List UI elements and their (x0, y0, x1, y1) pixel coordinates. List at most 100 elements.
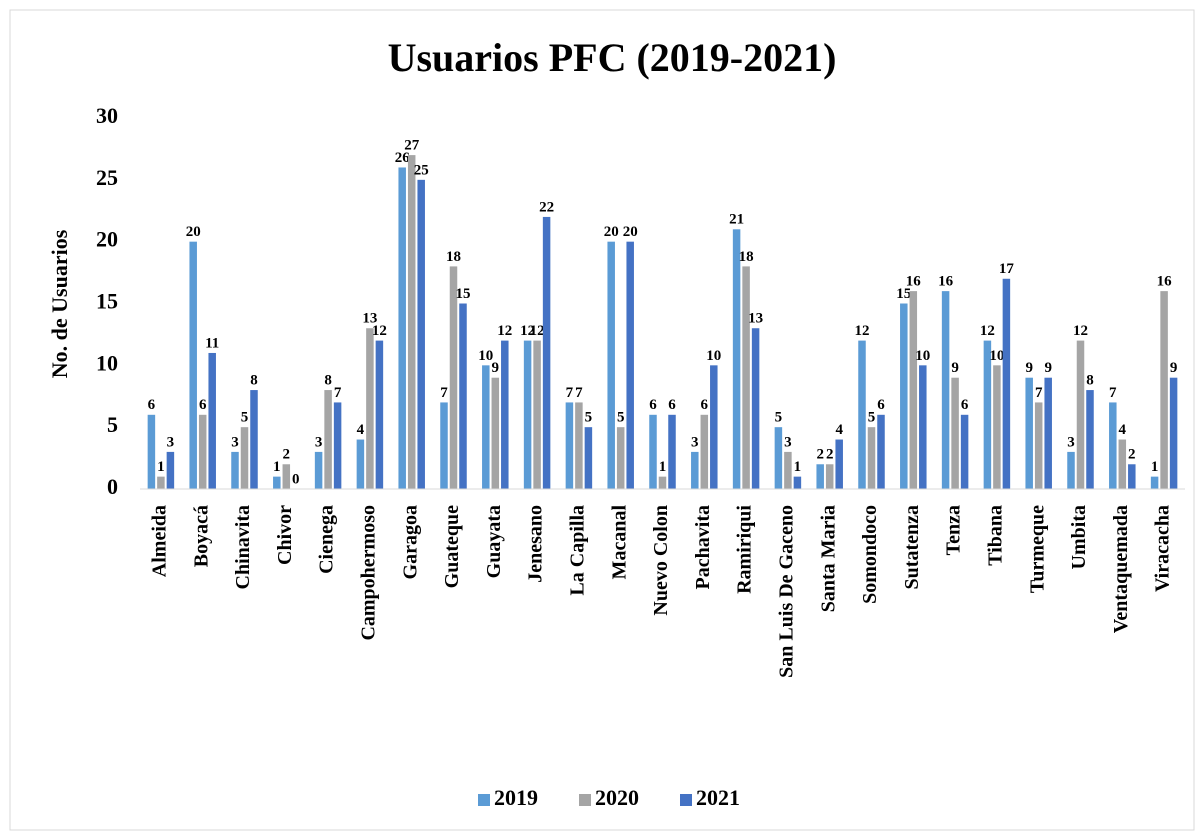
bar (1067, 451, 1075, 489)
bar (1025, 377, 1033, 489)
bar (1169, 377, 1178, 489)
x-tick-label: Ramiriqui (734, 505, 756, 594)
x-tick-label: Boyacá (190, 505, 212, 567)
data-label: 5 (241, 410, 249, 426)
bar (482, 365, 490, 489)
bar (751, 328, 760, 489)
bar (626, 241, 634, 489)
bar (700, 414, 709, 489)
bar (793, 476, 802, 489)
data-label: 1 (794, 459, 802, 475)
bar (314, 451, 323, 489)
bar (1034, 402, 1043, 489)
bar (575, 402, 583, 489)
x-tick-label: Tenza (943, 505, 965, 555)
bar (607, 241, 615, 489)
data-label: 10 (706, 348, 721, 364)
bar (941, 291, 950, 489)
data-label: 2 (283, 447, 291, 463)
bar (732, 229, 741, 490)
legend-label: 2019 (494, 785, 538, 810)
bar (565, 402, 574, 489)
x-tick-label: Ventaquemada (1110, 505, 1132, 633)
data-label: 5 (775, 410, 783, 426)
chart-frame (9, 9, 1195, 831)
x-tick-label: Cienega (316, 505, 338, 574)
x-tick-label: San Luis De Gaceno (775, 505, 797, 678)
x-tick-label: Chivor (274, 505, 296, 565)
bar (273, 476, 281, 489)
data-label: 8 (1086, 373, 1094, 389)
bar (951, 377, 959, 489)
bar (208, 352, 216, 489)
data-label: 6 (148, 397, 156, 413)
bar (858, 340, 866, 489)
x-tick-label: Jenesano (525, 505, 547, 583)
data-label: 13 (362, 311, 377, 327)
data-label: 6 (668, 397, 676, 413)
data-label: 1 (659, 459, 667, 475)
bar (616, 427, 625, 489)
data-label: 0 (292, 471, 300, 487)
data-label: 8 (250, 373, 258, 389)
x-tick-label: Pachavita (692, 505, 714, 589)
y-axis-label: No. de Usuarios (47, 229, 72, 378)
bar (774, 427, 783, 489)
x-tick-label: Macanal (608, 505, 630, 580)
data-label: 6 (701, 397, 709, 413)
data-label: 6 (877, 397, 885, 413)
bar (147, 414, 156, 489)
data-label: 27 (404, 138, 420, 154)
y-tick-label: 20 (96, 227, 118, 252)
y-tick-label: 10 (96, 350, 118, 375)
bar (816, 464, 824, 489)
data-label: 15 (896, 286, 911, 302)
data-label: 12 (530, 323, 545, 339)
y-tick-label: 15 (96, 289, 118, 314)
y-tick-label: 25 (96, 165, 118, 190)
data-label: 12 (497, 323, 512, 339)
bar (407, 155, 416, 489)
bar (324, 390, 332, 489)
bar (960, 414, 969, 489)
bar (398, 167, 406, 489)
bar (835, 439, 843, 489)
bar (282, 464, 291, 489)
bar (1118, 439, 1127, 489)
bar (1076, 340, 1085, 489)
data-label: 1 (273, 459, 281, 475)
bar (542, 216, 551, 489)
x-tick-label: Turmeque (1026, 505, 1048, 593)
bar (1128, 464, 1136, 489)
data-label: 9 (1044, 360, 1052, 376)
data-label: 11 (205, 335, 219, 351)
bar (189, 241, 197, 489)
bar (909, 291, 918, 489)
data-label: 18 (446, 249, 461, 265)
bar (356, 439, 365, 489)
data-label: 4 (1119, 422, 1127, 438)
bar (166, 451, 175, 489)
bar (533, 340, 541, 489)
bar (459, 303, 467, 489)
data-label: 12 (980, 323, 995, 339)
x-tick-label: Chinavita (232, 505, 254, 589)
data-label: 7 (1109, 385, 1117, 401)
bar (649, 414, 657, 489)
bar (668, 414, 676, 489)
bar (584, 427, 593, 489)
data-label: 3 (167, 434, 175, 450)
bar (742, 266, 750, 489)
bar (1109, 402, 1117, 489)
data-label: 7 (440, 385, 448, 401)
bar (417, 179, 425, 490)
data-label: 6 (649, 397, 657, 413)
data-label: 7 (1035, 385, 1043, 401)
data-label: 5 (617, 410, 625, 426)
bar (1160, 291, 1168, 489)
data-label: 26 (395, 150, 411, 166)
data-label: 16 (1157, 274, 1173, 290)
data-label: 25 (414, 162, 429, 178)
data-label: 5 (868, 410, 876, 426)
